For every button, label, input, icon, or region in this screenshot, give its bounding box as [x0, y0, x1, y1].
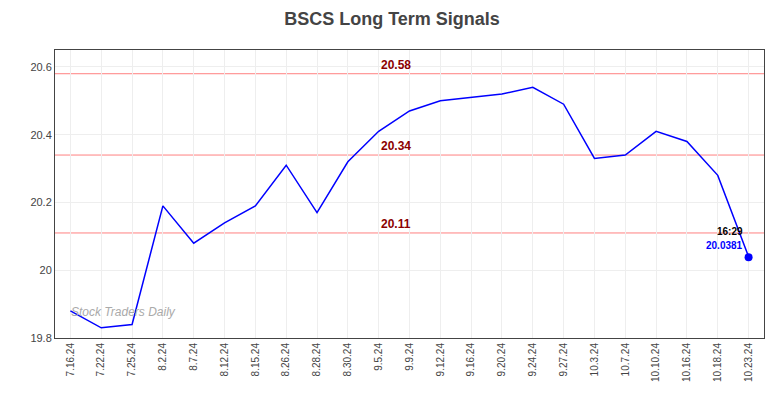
svg-text:10.18.24: 10.18.24 [712, 343, 723, 382]
svg-text:10.3.24: 10.3.24 [589, 343, 600, 377]
svg-text:7.25.24: 7.25.24 [126, 343, 137, 377]
svg-text:20.11: 20.11 [381, 217, 411, 231]
svg-text:8.15.24: 8.15.24 [250, 343, 261, 377]
svg-text:9.24.24: 9.24.24 [527, 343, 538, 377]
svg-text:20.2: 20.2 [30, 196, 51, 208]
svg-text:8.7.24: 8.7.24 [188, 343, 199, 371]
svg-text:7.16.24: 7.16.24 [65, 343, 76, 377]
svg-text:9.12.24: 9.12.24 [435, 343, 446, 377]
svg-text:8.26.24: 8.26.24 [280, 343, 291, 377]
svg-text:Stock Traders Daily: Stock Traders Daily [71, 305, 176, 319]
svg-text:8.12.24: 8.12.24 [219, 343, 230, 377]
svg-text:20.6: 20.6 [30, 61, 51, 73]
svg-text:8.28.24: 8.28.24 [311, 343, 322, 377]
svg-text:20.34: 20.34 [381, 139, 411, 153]
svg-text:9.20.24: 9.20.24 [496, 343, 507, 377]
svg-text:8.2.24: 8.2.24 [157, 343, 168, 371]
svg-text:10.16.24: 10.16.24 [681, 343, 692, 382]
svg-text:9.27.24: 9.27.24 [558, 343, 569, 377]
svg-text:10.23.24: 10.23.24 [743, 343, 754, 382]
svg-text:9.16.24: 9.16.24 [465, 343, 476, 377]
svg-text:7.22.24: 7.22.24 [95, 343, 106, 377]
svg-text:20.58: 20.58 [381, 58, 411, 72]
svg-text:8.30.24: 8.30.24 [342, 343, 353, 377]
svg-text:BSCS Long Term Signals: BSCS Long Term Signals [284, 9, 500, 29]
svg-text:19.8: 19.8 [30, 332, 51, 344]
svg-text:10.10.24: 10.10.24 [650, 343, 661, 382]
svg-text:9.9.24: 9.9.24 [404, 343, 415, 371]
svg-text:20.0381: 20.0381 [706, 240, 743, 251]
svg-text:20: 20 [40, 264, 52, 276]
svg-text:9.5.24: 9.5.24 [373, 343, 384, 371]
svg-text:10.7.24: 10.7.24 [620, 343, 631, 377]
svg-text:16:29: 16:29 [717, 226, 743, 237]
svg-text:20.4: 20.4 [30, 129, 51, 141]
